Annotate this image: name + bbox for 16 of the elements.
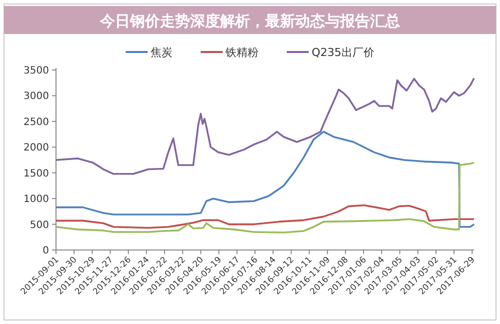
line-series xyxy=(55,77,475,175)
chart-title: 今日钢价走势深度解析，最新动态与报告汇总 xyxy=(99,12,400,30)
y-tick-label: 3500 xyxy=(24,66,49,76)
legend-label: Q235出厂价 xyxy=(312,46,374,59)
y-tick-label: 2500 xyxy=(24,116,49,128)
y-tick-label: 500 xyxy=(30,220,49,231)
legend-label: 焦炭 xyxy=(150,46,173,59)
y-tick-label: 0 xyxy=(42,246,49,256)
legend-label: 铁精粉 xyxy=(224,46,259,59)
line-series xyxy=(55,204,475,229)
y-tick-label: 1500 xyxy=(24,168,49,180)
line-series xyxy=(55,130,475,228)
line-series xyxy=(55,162,475,234)
y-tick-label: 1000 xyxy=(24,194,49,206)
y-tick-label: 2000 xyxy=(24,142,49,154)
y-tick-label: 3000 xyxy=(24,91,49,102)
